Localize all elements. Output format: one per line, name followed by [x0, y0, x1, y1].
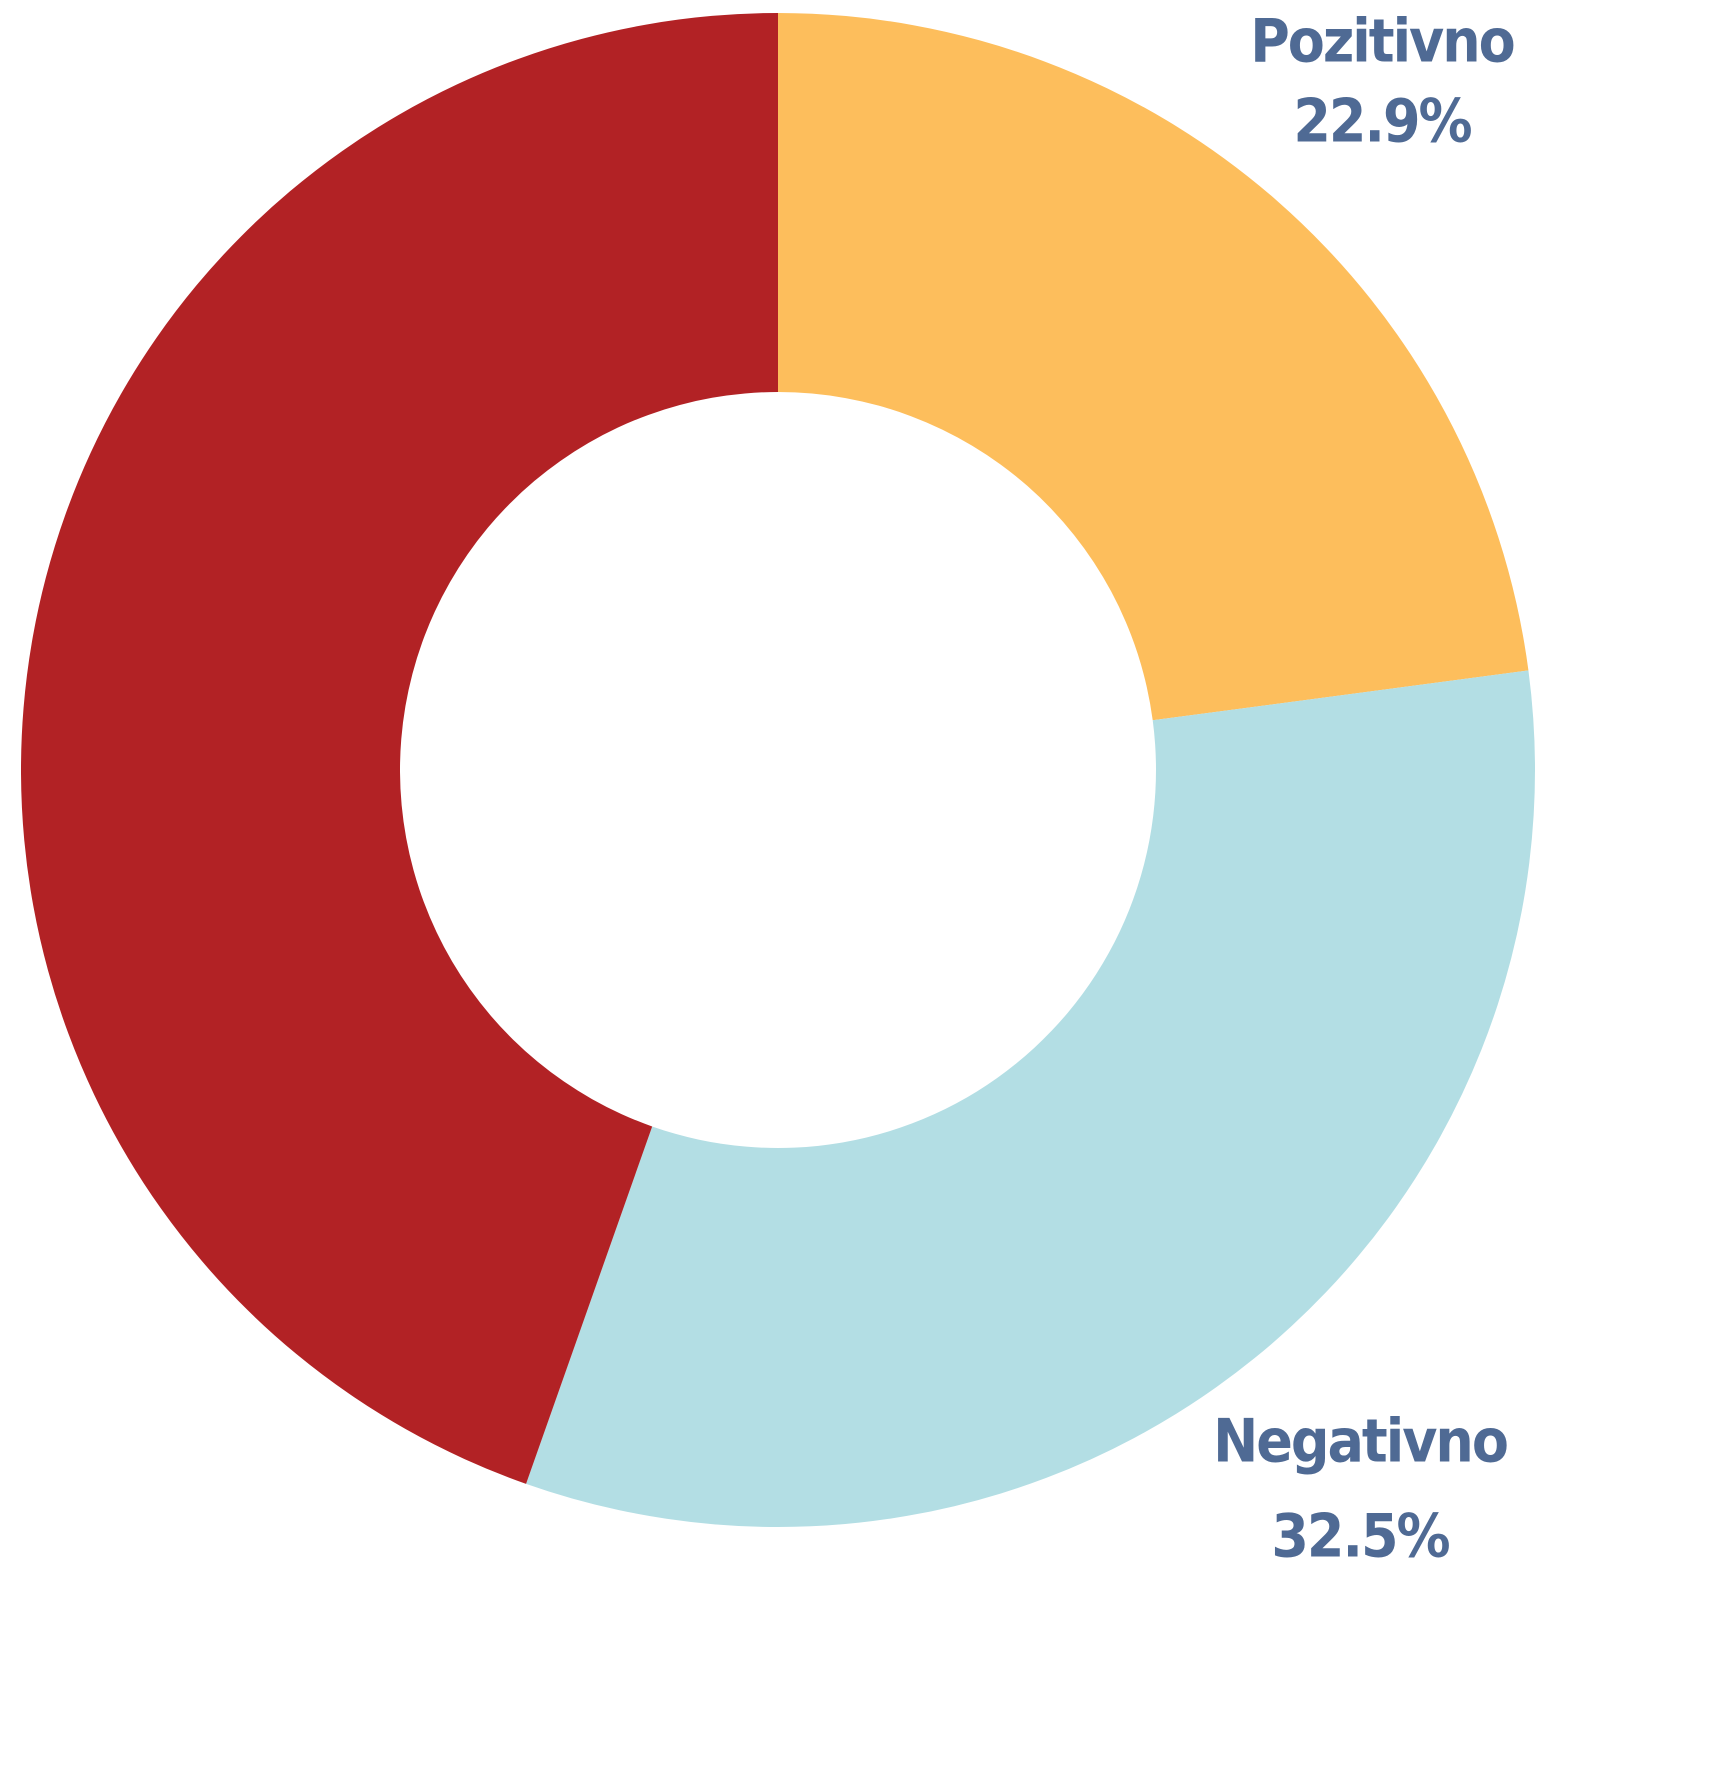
slice-label: Pozitivno — [1250, 7, 1514, 77]
value-label: 22.9% — [1293, 87, 1471, 157]
slice-label: Negativno — [1213, 1407, 1507, 1477]
donut-slice — [526, 670, 1535, 1527]
donut-slice — [20, 13, 779, 1484]
value-label: 32.5% — [1271, 1502, 1449, 1572]
donut-slice — [778, 13, 1529, 721]
